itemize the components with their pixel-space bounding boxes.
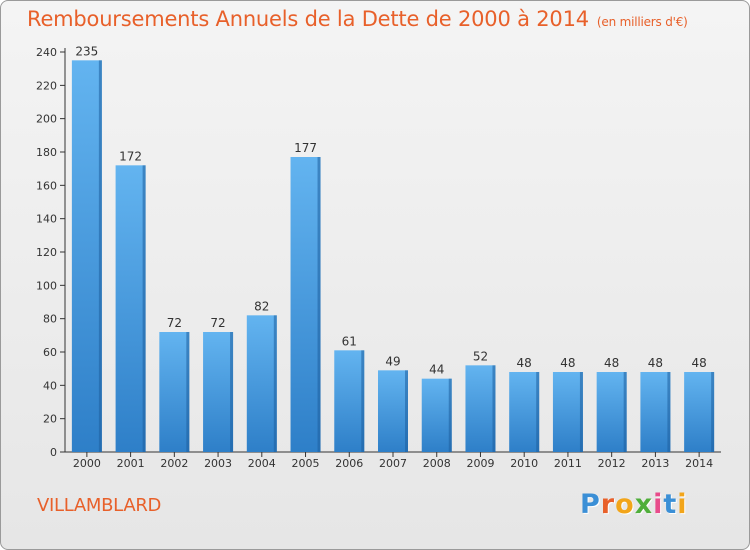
y-tick-label: 140 xyxy=(36,213,57,226)
logo-letter: i xyxy=(653,489,664,520)
bar xyxy=(115,165,146,453)
bar-shade xyxy=(98,60,102,452)
bar xyxy=(640,372,671,452)
y-tick-label: 0 xyxy=(50,446,57,459)
x-tick-label: 2013 xyxy=(641,457,669,470)
logo-letter: o xyxy=(615,489,635,520)
bar-shade xyxy=(273,315,277,452)
bar-shade xyxy=(667,372,671,452)
bar-value-label: 235 xyxy=(75,44,98,58)
bar-shade xyxy=(448,378,452,452)
chart-unit: (en milliers d'€) xyxy=(596,15,688,29)
bar xyxy=(684,372,715,452)
bar-shade xyxy=(142,165,146,453)
x-tick-label: 2009 xyxy=(466,457,494,470)
y-tick-label: 240 xyxy=(36,46,57,59)
x-tick-label: 2011 xyxy=(554,457,582,470)
bar xyxy=(509,372,540,452)
x-tick-label: 2001 xyxy=(117,457,145,470)
bar-value-label: 48 xyxy=(648,356,663,370)
bar-value-label: 177 xyxy=(294,141,317,155)
x-tick-label: 2005 xyxy=(292,457,320,470)
bar-shade xyxy=(579,372,583,452)
x-tick-label: 2002 xyxy=(160,457,188,470)
y-tick-label: 200 xyxy=(36,113,57,126)
bar-shade xyxy=(361,350,365,452)
bar-shade xyxy=(623,372,627,452)
bar xyxy=(552,372,583,452)
y-tick-label: 40 xyxy=(43,379,57,392)
x-tick-label: 2000 xyxy=(73,457,101,470)
bar-value-label: 72 xyxy=(210,316,225,330)
x-tick-label: 2014 xyxy=(685,457,713,470)
bar-value-label: 49 xyxy=(385,354,400,368)
y-tick-label: 180 xyxy=(36,146,57,159)
logo-letter: t xyxy=(663,489,678,520)
logo-letter: i xyxy=(677,489,688,520)
logo-letter: r xyxy=(600,489,616,520)
bar-shade xyxy=(317,157,321,452)
y-tick-label: 60 xyxy=(43,346,57,359)
bar-value-label: 44 xyxy=(429,363,444,377)
y-tick-label: 20 xyxy=(43,413,57,426)
bar-shade xyxy=(536,372,540,452)
bar-value-label: 61 xyxy=(342,334,357,348)
logo-letter: x xyxy=(634,489,654,520)
y-tick-label: 80 xyxy=(43,313,57,326)
x-tick-label: 2008 xyxy=(423,457,451,470)
bar xyxy=(334,350,365,452)
bar xyxy=(290,157,321,452)
bar xyxy=(246,315,277,452)
bar xyxy=(465,365,496,452)
bar-shade xyxy=(711,372,715,452)
commune-name: VILLAMBLARD xyxy=(37,495,162,516)
x-tick-label: 2012 xyxy=(598,457,626,470)
bar xyxy=(203,332,234,452)
bar-shade xyxy=(230,332,234,452)
x-tick-label: 2007 xyxy=(379,457,407,470)
bar xyxy=(71,60,102,452)
bar xyxy=(421,378,452,452)
bar-shade xyxy=(186,332,190,452)
logo-letter: P xyxy=(580,489,601,520)
x-tick-label: 2010 xyxy=(510,457,538,470)
bar-value-label: 48 xyxy=(560,356,575,370)
bar-value-label: 48 xyxy=(517,356,532,370)
bar xyxy=(378,370,408,452)
y-tick-label: 220 xyxy=(36,79,57,92)
proxiti-logo: Proxiti xyxy=(580,489,688,520)
y-tick-label: 120 xyxy=(36,246,57,259)
x-tick-label: 2004 xyxy=(248,457,276,470)
bar xyxy=(596,372,627,452)
x-tick-label: 2006 xyxy=(335,457,363,470)
bar-shade xyxy=(405,370,408,452)
bar-value-label: 172 xyxy=(119,149,142,163)
bar xyxy=(159,332,190,452)
bar-value-label: 48 xyxy=(604,356,619,370)
bar-value-label: 72 xyxy=(167,316,182,330)
chart-title: Remboursements Annuels de la Dette de 20… xyxy=(27,7,688,31)
chart-title-text: Remboursements Annuels de la Dette de 20… xyxy=(27,7,589,31)
bar-value-label: 52 xyxy=(473,349,488,363)
bar-shade xyxy=(492,365,496,452)
y-tick-label: 160 xyxy=(36,179,57,192)
bar-value-label: 48 xyxy=(691,356,706,370)
bar-value-label: 82 xyxy=(254,299,269,313)
x-tick-label: 2003 xyxy=(204,457,232,470)
y-tick-label: 100 xyxy=(36,279,57,292)
